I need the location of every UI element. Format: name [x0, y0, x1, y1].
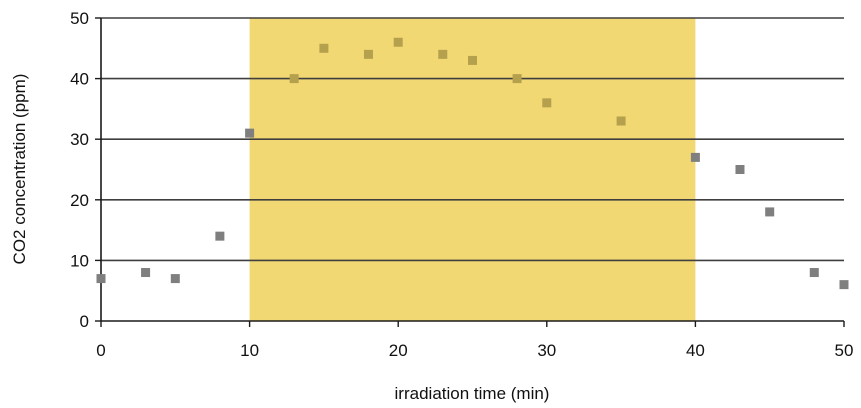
data-point-14	[690, 152, 700, 162]
data-point-5	[289, 74, 299, 84]
data-point-3	[215, 231, 225, 241]
tick-labels: 0 10 20 30 40 50 0 10 20 30 40 50	[70, 9, 853, 360]
axes	[95, 17, 845, 327]
data-point-17	[809, 268, 819, 278]
data-point-18	[839, 280, 849, 290]
data-point-13	[616, 116, 626, 126]
x-tick-label-30: 30	[537, 341, 556, 360]
data-point-4	[245, 128, 255, 138]
x-tick-label-40: 40	[686, 341, 705, 360]
x-tick-label-10: 10	[240, 341, 259, 360]
y-tick-label-0: 0	[80, 312, 89, 331]
data-point-7	[363, 49, 373, 59]
data-point-1	[141, 268, 151, 278]
x-tick-label-20: 20	[389, 341, 408, 360]
x-tick-label-0: 0	[96, 341, 105, 360]
irradiation-band	[249, 18, 696, 321]
y-tick-label-20: 20	[70, 191, 89, 210]
data-point-16	[765, 207, 775, 217]
y-tick-label-40: 40	[70, 70, 89, 89]
y-tick-label-50: 50	[70, 9, 89, 28]
data-points	[96, 37, 849, 290]
y-axis-title: CO2 concentration (ppm)	[10, 74, 29, 265]
y-tick-label-10: 10	[70, 251, 89, 270]
gridlines	[101, 17, 844, 262]
data-point-10	[468, 55, 477, 65]
y-tick-label-30: 30	[70, 130, 89, 149]
x-axis-title: irradiation time (min)	[395, 384, 550, 403]
data-point-2	[170, 274, 180, 284]
data-point-15	[735, 165, 745, 174]
data-point-12	[542, 98, 552, 108]
data-point-9	[438, 49, 448, 59]
data-point-11	[512, 74, 522, 84]
data-point-8	[393, 37, 403, 47]
data-point-0	[96, 274, 106, 284]
data-point-6	[319, 43, 329, 53]
highlight-band-layer	[249, 18, 696, 321]
x-tick-label-50: 50	[835, 341, 854, 360]
